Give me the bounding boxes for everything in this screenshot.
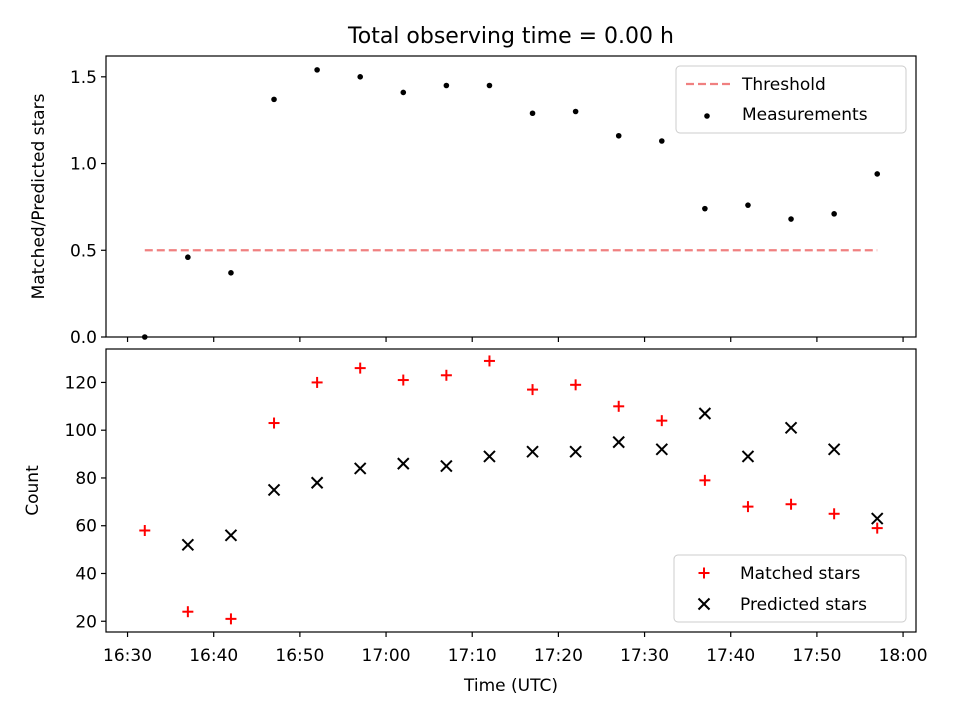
top-panel: 0.0 0.5 1.0 1.5 Matched/Predicted stars Thres… [29,55,917,348]
x-tick-label: 17:50 [792,646,841,666]
legend-predicted-label: Predicted stars [740,595,867,615]
legend-predicted-swatch [697,597,711,611]
measurement-point [702,205,708,212]
predicted-stars-point [353,462,367,475]
matched-stars-point [354,362,366,374]
bottom-y-tick-label: 60 [75,517,97,537]
measurement-point [443,82,450,89]
chart-title: Total observing time = 0.00 h [347,24,674,49]
predicted-stars-point [871,512,884,525]
bottom-y-tick-label: 20 [75,612,97,632]
predicted-stars-point [483,450,496,463]
matched-stars-point [742,501,754,513]
x-axis-label: Time (UTC) [463,676,558,696]
measurement-point [572,108,579,115]
bottom-y-tick-label: 100 [65,421,97,441]
matched-stars-point [527,384,539,396]
measurement-point [185,254,191,261]
bottom-panel: 20 40 60 80 100 120 16:30 16:40 16:50 17:00 17:10 1… [23,348,928,696]
predicted-stars-point [267,483,281,497]
predicted-stars-point [698,407,712,420]
top-legend: Threshold Measurements [675,65,907,134]
measurement-point [314,67,320,73]
legend-measurements-swatch [704,113,710,119]
measurement-point [357,74,364,80]
measurement-point [400,89,407,96]
measurement-point [658,138,665,144]
x-tick-label: 17:40 [706,646,755,666]
predicted-stars-point [310,476,324,489]
x-tick-label: 16:50 [275,646,324,666]
matched-stars-point [397,374,409,386]
predicted-stars-point [224,529,238,542]
measurement-point [615,132,622,139]
measurement-point [788,216,794,222]
predicted-stars-point [440,459,453,473]
bottom-y-tick-label: 40 [75,564,97,584]
legend-matched-swatch [698,567,710,579]
bottom-y-axis-label: Count [23,465,43,516]
top-plot-frame [105,55,917,338]
predicted-stars-point [827,443,841,456]
matched-stars-point [139,525,151,537]
predicted-stars-point [784,421,798,435]
matched-stars-point [311,376,323,388]
x-tick-label: 16:30 [103,646,152,666]
matched-stars-point [268,417,280,429]
matched-stars-point [613,400,625,412]
measurement-point [745,202,751,208]
matched-stars-point [785,498,797,510]
measurement-point [271,96,277,103]
predicted-stars-point [655,443,669,456]
matched-stars-point [656,415,668,427]
matched-stars-point [440,369,452,381]
matched-stars-point [182,606,194,618]
x-tick-label: 16:40 [189,646,238,666]
predicted-stars-point [397,457,410,470]
measurement-point [831,211,837,217]
matched-stars-point [570,379,582,391]
predicted-stars-point [612,435,625,449]
legend-measurements-label: Measurements [742,105,868,125]
top-y-tick-label: 1.0 [70,155,97,175]
legend-threshold-label: Threshold [741,75,826,95]
matched-stars-point [225,613,237,625]
top-y-tick-label: 0.5 [70,241,97,261]
matched-stars-point [828,508,840,520]
bottom-y-tick-label: 120 [65,373,97,393]
x-tick-label: 17:10 [448,646,497,666]
legend-matched-label: Matched stars [740,564,860,584]
bottom-legend: Matched stars Predicted stars [673,554,907,623]
matched-stars-point [871,522,883,534]
predicted-stars-point [526,445,539,458]
matched-stars-point [699,474,711,486]
x-tick-label: 17:20 [534,646,583,666]
x-tick-label: 17:30 [620,646,669,666]
x-tick-label: 17:00 [362,646,411,666]
measurement-point [228,270,234,276]
measurement-point [529,110,536,117]
matched-stars-point [483,355,495,367]
predicted-stars-point [569,445,582,458]
top-legend-box [675,65,907,134]
bottom-legend-box [673,554,907,623]
top-y-axis-label: Matched/Predicted stars [29,93,49,299]
x-tick-label: 18:00 [879,646,928,666]
predicted-stars-point [181,538,195,552]
measurement-point [486,82,493,89]
bottom-y-tick-label: 80 [75,469,97,489]
measurement-point [874,171,881,177]
predicted-stars-point [741,450,755,463]
bottom-plot-frame [105,348,917,633]
top-y-tick-label: 1.5 [70,68,97,88]
top-y-tick-label: 0.0 [70,328,97,348]
